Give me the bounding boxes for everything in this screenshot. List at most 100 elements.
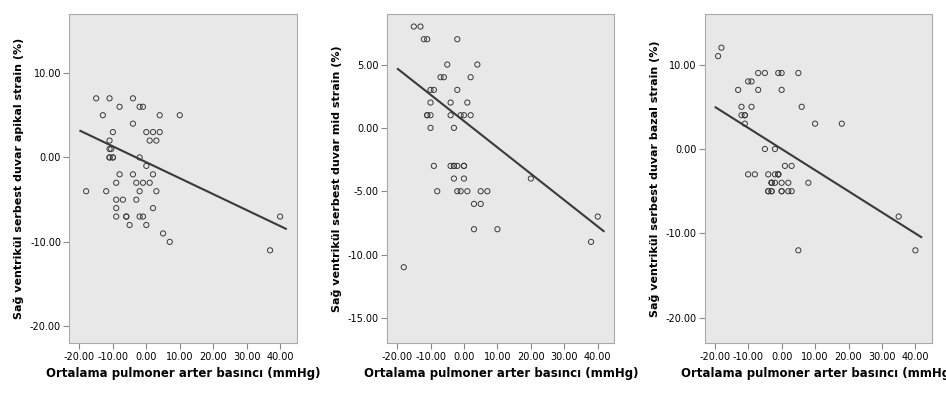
Point (396, 264, 412, 270)
Point (122, 222, 137, 228)
Y-axis label: Sağ ventrikül serbest duvar apikal strain (%): Sağ ventrikül serbest duvar apikal strai… (14, 38, 25, 319)
Point (449, 163, 464, 169)
Point (440, 61, 455, 68)
Point (443, 99, 458, 106)
Point (109, 180, 124, 186)
Point (443, 112, 458, 118)
Point (466, 201, 482, 207)
Point (102, 95, 117, 102)
Point (453, 188, 468, 194)
Point (139, 163, 154, 169)
Point (460, 188, 475, 194)
Point (433, 74, 448, 80)
Point (767, 171, 782, 177)
Point (447, 125, 462, 131)
Point (149, 188, 164, 194)
Point (135, 104, 150, 110)
Point (172, 112, 187, 118)
Point (104, 146, 119, 152)
Point (767, 180, 782, 186)
Point (423, 125, 438, 131)
Point (714, 45, 729, 51)
Point (780, 188, 796, 194)
Point (456, 112, 471, 118)
Point (146, 205, 161, 211)
Point (102, 154, 117, 161)
Point (420, 112, 435, 118)
Point (744, 78, 759, 85)
Point (126, 121, 141, 127)
Point (737, 112, 752, 118)
Point (132, 104, 148, 110)
Point (784, 163, 799, 169)
Point (734, 112, 749, 118)
Point (891, 214, 906, 220)
Point (791, 247, 806, 253)
Y-axis label: Sağ ventrikül serbest duvar mid strain (%): Sağ ventrikül serbest duvar mid strain (… (331, 45, 342, 312)
Point (149, 138, 164, 144)
Point (162, 239, 177, 245)
Point (96, 112, 111, 118)
Point (135, 214, 150, 220)
Point (794, 104, 809, 110)
Point (115, 197, 131, 203)
Point (750, 87, 765, 93)
Point (590, 214, 605, 220)
Point (764, 180, 780, 186)
Point (423, 99, 438, 106)
Point (436, 74, 451, 80)
Point (155, 230, 170, 236)
Point (132, 214, 148, 220)
Point (741, 78, 756, 85)
Point (771, 171, 786, 177)
Point (490, 226, 505, 232)
Point (780, 180, 796, 186)
Point (449, 87, 464, 93)
Point (456, 175, 471, 182)
Point (447, 175, 462, 182)
Point (427, 163, 442, 169)
Point (834, 121, 850, 127)
Point (480, 188, 495, 194)
Point (774, 180, 789, 186)
Point (767, 146, 782, 152)
Point (102, 146, 117, 152)
Point (449, 188, 464, 194)
Point (272, 214, 288, 220)
Point (710, 53, 726, 59)
Y-axis label: Sağ ventrikül serbest duvar bazal strain (%): Sağ ventrikül serbest duvar bazal strain… (649, 40, 659, 317)
Point (764, 188, 780, 194)
Point (801, 180, 816, 186)
Point (89, 95, 104, 102)
Point (758, 70, 773, 76)
Point (112, 104, 127, 110)
Point (730, 87, 745, 93)
Point (771, 171, 786, 177)
Point (453, 112, 468, 118)
X-axis label: Ortalama pulmoner arter basıncı (mmHg): Ortalama pulmoner arter basıncı (mmHg) (681, 367, 946, 380)
Point (764, 180, 780, 186)
Point (747, 171, 762, 177)
Point (761, 188, 776, 194)
Point (764, 188, 780, 194)
Point (139, 129, 154, 135)
Point (79, 188, 94, 194)
Point (102, 138, 117, 144)
Point (118, 214, 133, 220)
Point (427, 87, 442, 93)
Point (761, 171, 776, 177)
Point (447, 163, 462, 169)
Point (416, 36, 431, 43)
Point (791, 70, 806, 76)
Point (112, 171, 127, 177)
Point (737, 121, 752, 127)
Point (429, 188, 445, 194)
Point (139, 222, 154, 228)
Point (808, 121, 823, 127)
Point (908, 247, 923, 253)
Point (135, 180, 150, 186)
Point (758, 146, 773, 152)
Point (744, 104, 759, 110)
Point (734, 104, 749, 110)
Point (466, 226, 482, 232)
